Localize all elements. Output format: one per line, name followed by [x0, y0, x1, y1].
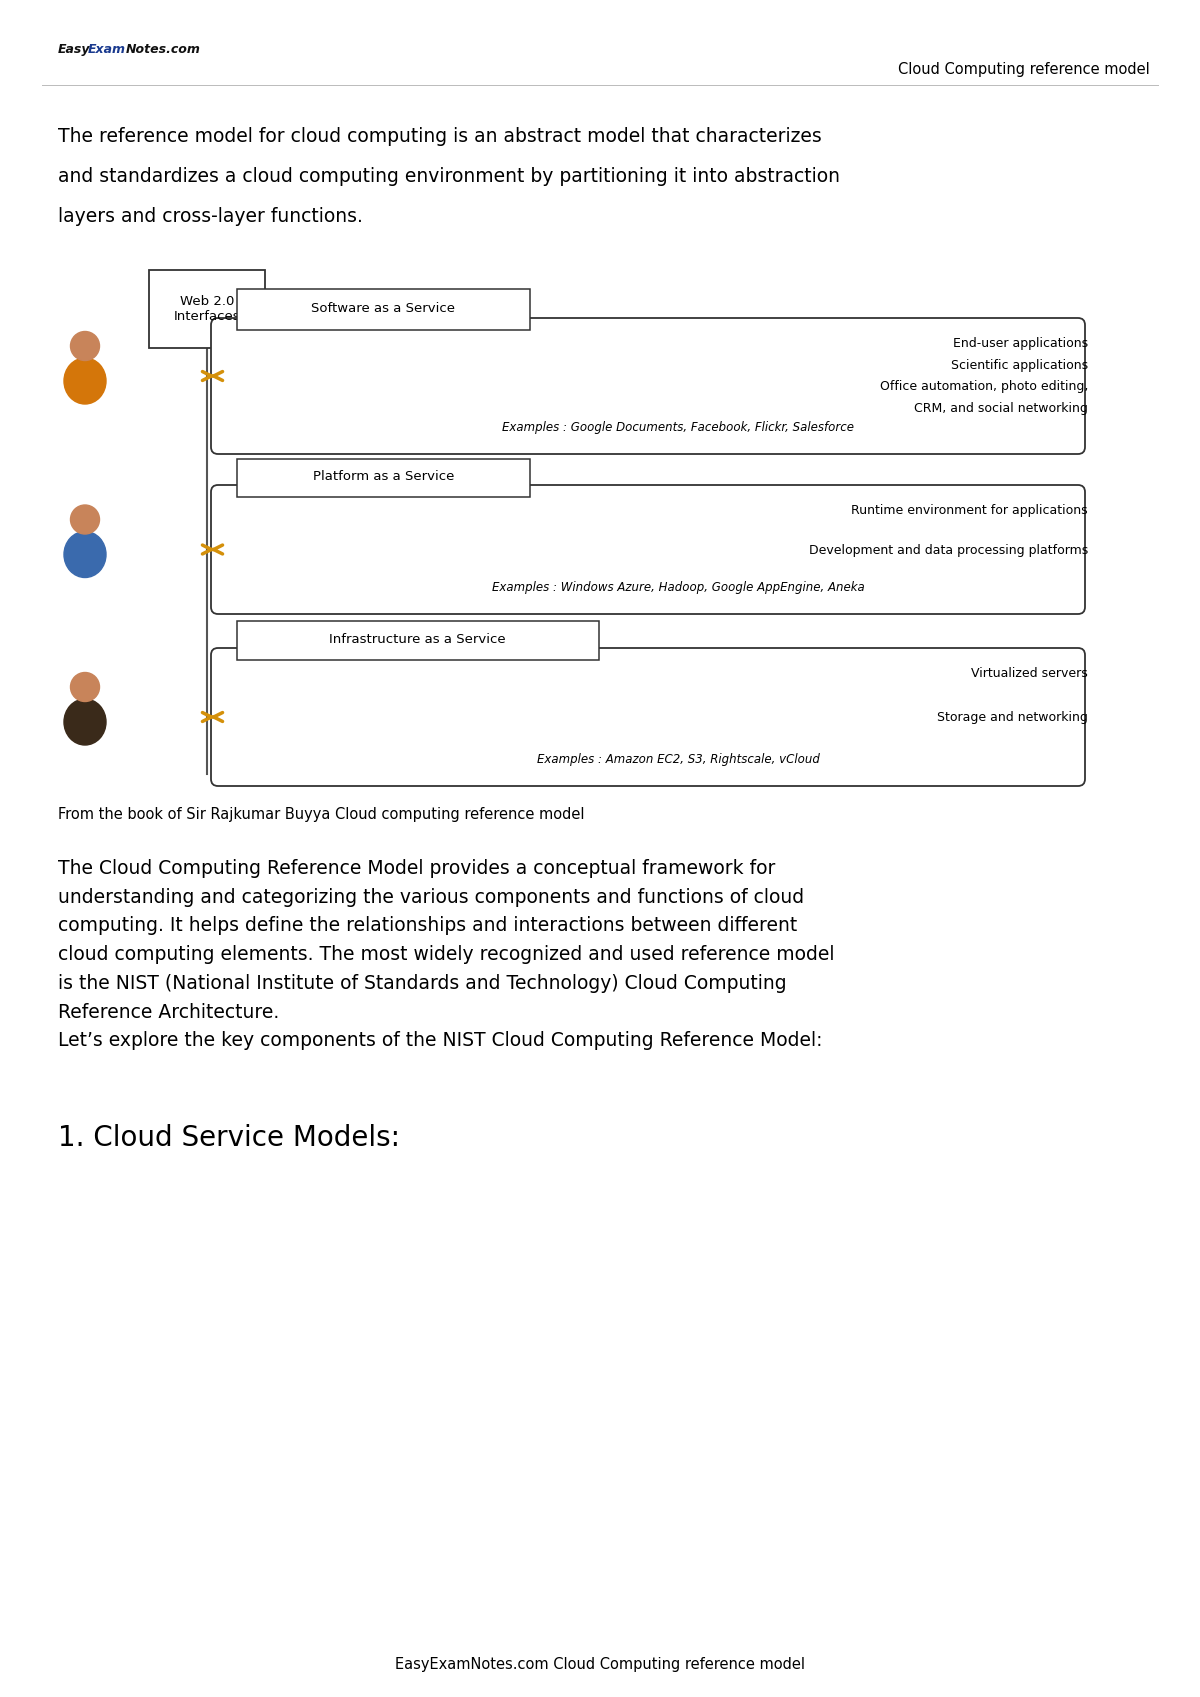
Text: End-user applications: End-user applications	[953, 338, 1088, 350]
Text: CRM, and social networking: CRM, and social networking	[914, 402, 1088, 416]
Text: Software as a Service: Software as a Service	[311, 302, 455, 316]
Circle shape	[71, 506, 100, 535]
Text: Scientific applications: Scientific applications	[950, 358, 1088, 372]
Text: Storage and networking: Storage and networking	[937, 711, 1088, 725]
Text: Runtime environment for applications: Runtime environment for applications	[851, 504, 1088, 518]
Text: The Cloud Computing Reference Model provides a conceptual framework for
understa: The Cloud Computing Reference Model prov…	[58, 859, 834, 1050]
FancyBboxPatch shape	[238, 621, 599, 660]
Text: Examples : Windows Azure, Hadoop, Google AppEngine, Aneka: Examples : Windows Azure, Hadoop, Google…	[492, 580, 864, 594]
FancyBboxPatch shape	[211, 485, 1085, 614]
Text: Platform as a Service: Platform as a Service	[312, 470, 454, 484]
Text: From the book of Sir Rajkumar Buyya Cloud computing reference model: From the book of Sir Rajkumar Buyya Clou…	[58, 808, 584, 821]
Circle shape	[71, 331, 100, 360]
Text: Examples : Google Documents, Facebook, Flickr, Salesforce: Examples : Google Documents, Facebook, F…	[502, 421, 854, 434]
Ellipse shape	[64, 358, 106, 404]
FancyBboxPatch shape	[238, 288, 529, 329]
FancyBboxPatch shape	[211, 317, 1085, 455]
Text: EasyExamNotes.com Cloud Computing reference model: EasyExamNotes.com Cloud Computing refere…	[395, 1658, 805, 1673]
Text: layers and cross-layer functions.: layers and cross-layer functions.	[58, 207, 362, 226]
Text: Notes.com: Notes.com	[126, 44, 200, 56]
Text: Easy: Easy	[58, 44, 90, 56]
FancyBboxPatch shape	[238, 458, 529, 497]
Text: and standardizes a cloud computing environment by partitioning it into abstracti: and standardizes a cloud computing envir…	[58, 166, 840, 187]
Text: Web 2.0
Interfaces: Web 2.0 Interfaces	[174, 295, 240, 322]
FancyBboxPatch shape	[211, 648, 1085, 786]
Text: Development and data processing platforms: Development and data processing platform…	[809, 545, 1088, 557]
Text: Virtualized servers: Virtualized servers	[971, 667, 1088, 680]
Ellipse shape	[64, 531, 106, 577]
Text: 1. Cloud Service Models:: 1. Cloud Service Models:	[58, 1123, 400, 1152]
Text: Office automation, photo editing,: Office automation, photo editing,	[880, 380, 1088, 394]
Text: The reference model for cloud computing is an abstract model that characterizes: The reference model for cloud computing …	[58, 127, 822, 146]
Circle shape	[71, 672, 100, 701]
Ellipse shape	[64, 699, 106, 745]
FancyBboxPatch shape	[149, 270, 265, 348]
Text: Cloud Computing reference model: Cloud Computing reference model	[899, 63, 1150, 78]
Text: Examples : Amazon EC2, S3, Rightscale, vCloud: Examples : Amazon EC2, S3, Rightscale, v…	[536, 753, 820, 765]
Text: Exam: Exam	[88, 44, 126, 56]
Text: Infrastructure as a Service: Infrastructure as a Service	[330, 633, 506, 647]
